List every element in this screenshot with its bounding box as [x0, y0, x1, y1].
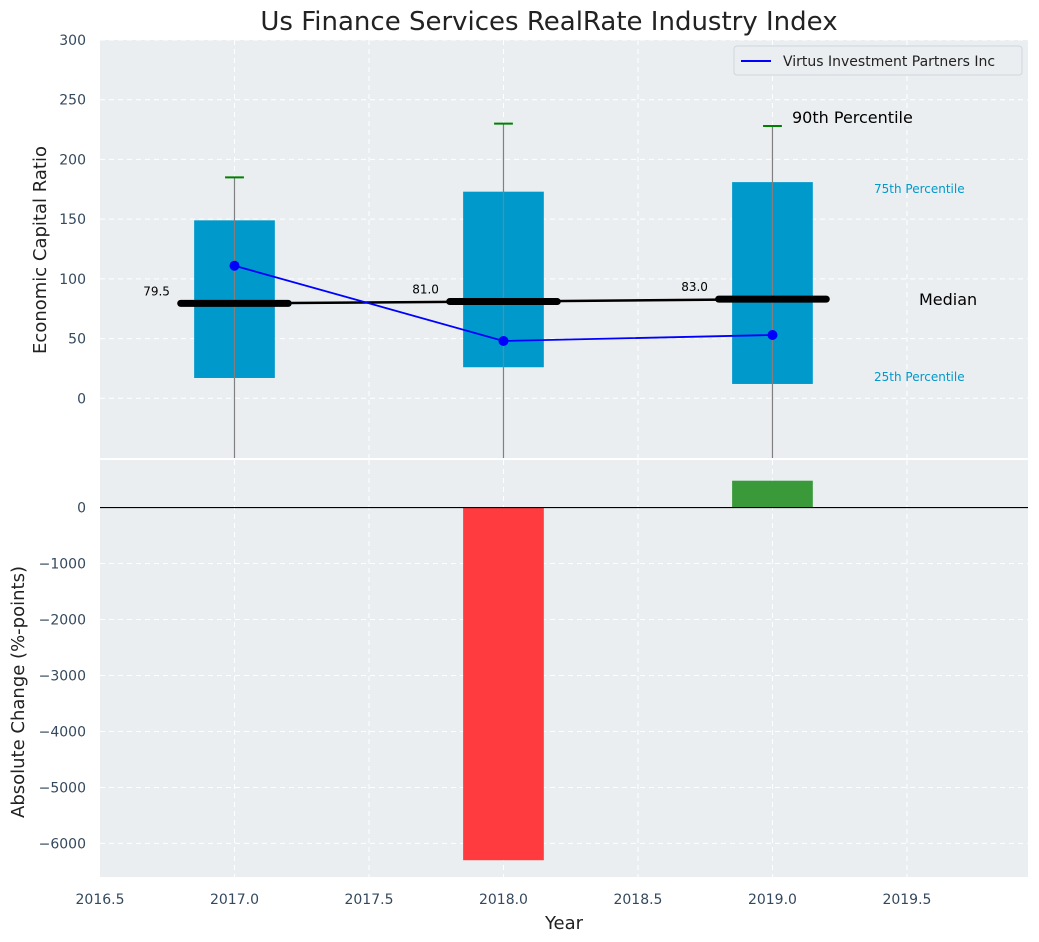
legend-box [733, 45, 1023, 76]
legend [733, 45, 1023, 76]
xtick-label: 2017.0 [210, 892, 259, 908]
bottom-ytick-label: −2000 [39, 613, 86, 629]
top-ytick-label: 150 [59, 212, 86, 228]
change-bar-2019 [732, 480, 813, 508]
bottom-ytick-label: −6000 [39, 836, 86, 852]
bottom-ytick-label: −3000 [39, 668, 86, 684]
top-ytick-label: 250 [59, 93, 86, 109]
bottom-plot-area [100, 460, 1028, 877]
xlabel: Year [544, 913, 584, 934]
bottom-ytick-label: −4000 [39, 724, 86, 740]
top-ylabel: Economic Capital Ratio [30, 146, 51, 354]
legend-label: Virtus Investment Partners Inc [783, 54, 995, 70]
annotation-75th-percentile: 75th Percentile [874, 182, 965, 196]
xtick-label: 2019.0 [748, 892, 797, 908]
bottom-ytick-label: 0 [77, 501, 86, 517]
annotation-25th-percentile: 25th Percentile [874, 370, 965, 384]
xtick-label: 2018.0 [479, 892, 528, 908]
bottom-ylabel: Absolute Change (%-points) [8, 566, 29, 818]
bottom-ytick-label: −5000 [39, 780, 86, 796]
chart-title: Us Finance Services RealRate Industry In… [260, 7, 837, 37]
xtick-label: 2018.5 [613, 892, 662, 908]
top-ytick-label: 0 [77, 391, 86, 407]
company-point-2019 [767, 329, 778, 340]
bottom-plot-background [100, 460, 1028, 877]
top-ytick-label: 300 [59, 33, 86, 49]
annotation-median: Median [919, 290, 977, 309]
bottom-ytick-label: −1000 [39, 557, 86, 573]
annotation-90th-percentile: 90th Percentile [792, 108, 913, 127]
xtick-label: 2017.5 [344, 892, 393, 908]
xtick-label: 2016.5 [76, 892, 125, 908]
company-point-2018 [498, 335, 509, 346]
company-point-2017 [229, 260, 240, 271]
top-ytick-label: 100 [59, 272, 86, 288]
change-bar-2018 [463, 507, 544, 861]
top-ytick-label: 200 [59, 152, 86, 168]
top-ytick-label: 50 [68, 332, 86, 348]
bottom-grid [100, 460, 1028, 877]
median-value-label: 83.0 [681, 280, 708, 294]
median-value-label: 79.5 [143, 284, 170, 298]
median-value-label: 81.0 [412, 283, 439, 297]
xtick-label: 2019.5 [882, 892, 931, 908]
